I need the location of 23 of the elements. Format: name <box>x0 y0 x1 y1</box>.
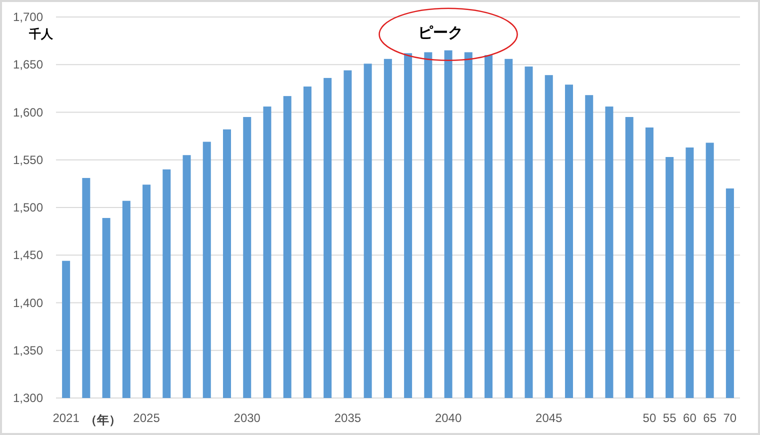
x-tick-label: 2025 <box>133 411 160 425</box>
annotation: ピーク <box>418 24 463 42</box>
y-tick-label: 1,700 <box>12 10 44 24</box>
y-tick-label: 1,300 <box>12 391 44 405</box>
x-tick-label: 2040 <box>434 411 462 425</box>
x-tick-label: 65 <box>703 411 717 425</box>
x-tick-label: 60 <box>683 411 697 425</box>
x-tick-label: 2035 <box>334 411 362 425</box>
y-tick-label: 1,450 <box>12 248 44 262</box>
y-tick-label: 1,650 <box>12 58 44 72</box>
x-axis-title: （年） <box>85 413 121 427</box>
y-tick-label: 1,400 <box>12 296 44 310</box>
x-tick-label: 70 <box>723 411 737 425</box>
x-tick-label: 2021 <box>52 411 80 425</box>
y-tick-label: 1,600 <box>12 105 44 120</box>
x-tick-label: 50 <box>642 411 656 425</box>
y-tick-label: 1,350 <box>12 343 44 358</box>
y-tick-label: 1,550 <box>12 152 44 167</box>
x-tick-label: 2030 <box>234 411 261 425</box>
y-axis-title: 千人 <box>28 27 54 41</box>
y-tick-label: 1,500 <box>12 200 44 214</box>
x-tick-label: 2045 <box>536 411 563 425</box>
x-tick-label: 55 <box>662 411 677 425</box>
